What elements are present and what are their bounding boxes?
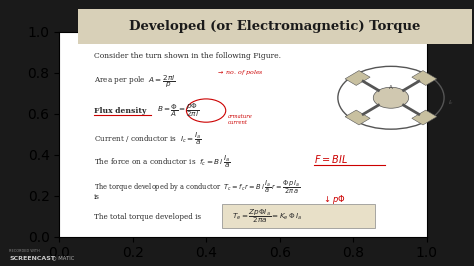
Text: The total torque developed is: The total torque developed is xyxy=(94,213,201,221)
FancyBboxPatch shape xyxy=(78,9,472,44)
Polygon shape xyxy=(345,70,370,85)
Text: $\rightarrow$ no. of poles: $\rightarrow$ no. of poles xyxy=(216,68,264,77)
Text: The torque developed by a conductor  $T_c = f_c\, r = B\, l\, \dfrac{I_a}{a}\, r: The torque developed by a conductor $T_c… xyxy=(94,179,301,196)
Text: The force on a conductor is  $f_c = B\, l\, \dfrac{I_a}{a}$: The force on a conductor is $f_c = B\, l… xyxy=(94,153,230,170)
Text: $I_c$: $I_c$ xyxy=(448,98,454,107)
Text: RECORDED WITH: RECORDED WITH xyxy=(9,249,40,253)
Text: Consider the turn shown in the following Figure.: Consider the turn shown in the following… xyxy=(94,52,281,60)
Text: ○ MATIC: ○ MATIC xyxy=(52,256,74,261)
Text: is: is xyxy=(94,193,100,201)
Text: $T_e = \dfrac{Zp\Phi I_a}{2\pi a} = K_e\,\Phi\, I_a$: $T_e = \dfrac{Zp\Phi I_a}{2\pi a} = K_e\… xyxy=(232,208,302,225)
Text: Developed (or Electromagnetic) Torque: Developed (or Electromagnetic) Torque xyxy=(129,20,420,33)
Polygon shape xyxy=(412,70,437,85)
Text: $B = \dfrac{\Phi}{A} = \dfrac{p\Phi}{2\pi l}$: $B = \dfrac{\Phi}{A} = \dfrac{p\Phi}{2\p… xyxy=(157,102,199,119)
Text: $F = BIL$: $F = BIL$ xyxy=(314,153,348,165)
Polygon shape xyxy=(345,110,370,125)
Circle shape xyxy=(373,87,409,108)
Polygon shape xyxy=(412,110,437,125)
Text: Flux density: Flux density xyxy=(94,107,146,115)
Text: Area per pole  $A = \dfrac{2\pi l}{p}$: Area per pole $A = \dfrac{2\pi l}{p}$ xyxy=(94,73,175,90)
Text: armature
current: armature current xyxy=(228,114,253,125)
Text: A: A xyxy=(389,85,393,90)
FancyBboxPatch shape xyxy=(222,204,375,228)
Text: Current / conductor is  $I_c = \dfrac{I_a}{a}$: Current / conductor is $I_c = \dfrac{I_a… xyxy=(94,130,201,147)
Text: $\downarrow p\Phi$: $\downarrow p\Phi$ xyxy=(322,193,346,206)
Text: SCREENCAST: SCREENCAST xyxy=(9,256,55,261)
